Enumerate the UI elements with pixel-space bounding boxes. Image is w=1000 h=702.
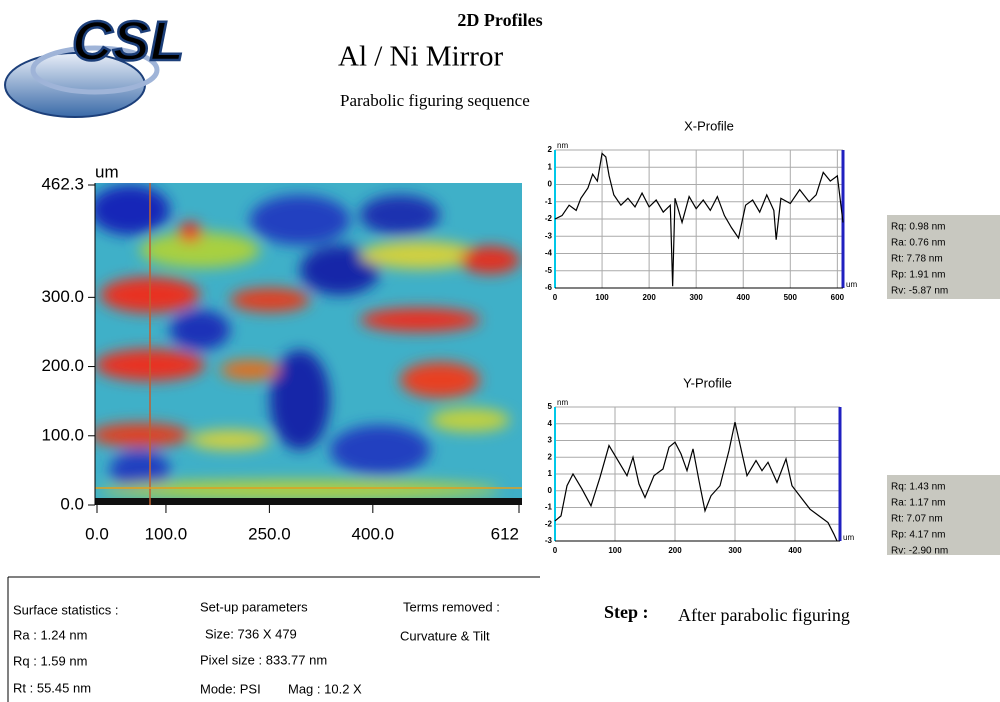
- chart-title: Y-Profile: [683, 375, 732, 390]
- stat: Rq : 1.59 nm: [13, 653, 87, 668]
- y-tick-label: 2: [548, 452, 553, 461]
- stats-box: [887, 475, 1000, 555]
- y-tick-label: 0: [548, 486, 553, 495]
- section-title: 2D Profiles: [457, 10, 542, 30]
- y-tick-label: 4: [548, 419, 553, 428]
- y-tick-label: 200.0: [41, 356, 84, 375]
- profile-stat: Ra: 1.17 nm: [891, 498, 945, 509]
- x-unit: um: [843, 533, 854, 542]
- x-tick-label: 400.0: [352, 524, 395, 543]
- y-tick-label: -2: [545, 519, 553, 528]
- profile-stat: Rq: 1.43 nm: [891, 482, 945, 493]
- y-unit: nm: [557, 398, 568, 407]
- y-tick-label: -5: [545, 266, 553, 275]
- profile-stat: Rp: 4.17 nm: [891, 530, 945, 541]
- surface-map: [95, 183, 522, 505]
- y-tick-label: -3: [545, 536, 553, 545]
- y-tick-label: -1: [545, 503, 553, 512]
- x-tick-label: 0: [553, 293, 558, 302]
- y-tick-label: -2: [545, 214, 553, 223]
- profile-stat: Ra: 0.76 nm: [891, 238, 945, 249]
- y-tick-label: -6: [545, 283, 553, 292]
- y-unit: nm: [557, 141, 568, 150]
- step-label: Step :: [604, 602, 649, 622]
- terms-value: Curvature & Tilt: [400, 628, 490, 643]
- stats-title: Surface statistics :: [13, 602, 118, 617]
- profile-stat: Rv: -2.90 nm: [891, 546, 948, 557]
- profile-line: [554, 152, 844, 287]
- logo-text: CSL: [72, 9, 184, 72]
- x-unit: um: [846, 280, 857, 289]
- x-tick-label: 400: [788, 546, 802, 555]
- y-tick-label: 0.0: [60, 494, 84, 513]
- setup-mag: Mag : 10.2 X: [288, 681, 362, 696]
- profile-stat: Rv: -5.87 nm: [891, 286, 948, 297]
- x-tick-label: 200: [642, 293, 656, 302]
- setup-mode: Mode: PSI: [200, 681, 261, 696]
- y-tick-label: -3: [545, 231, 553, 240]
- page-title: Al / Ni Mirror: [338, 41, 503, 73]
- stat: Ra : 1.24 nm: [13, 627, 87, 642]
- x-tick-label: 100: [608, 546, 622, 555]
- y-tick-label: 100.0: [41, 425, 84, 444]
- x-tick-label: 600: [831, 293, 845, 302]
- chart-title: X-Profile: [684, 118, 734, 133]
- y-tick-label: 300.0: [41, 287, 84, 306]
- y-tick-label: 1: [548, 162, 553, 171]
- x-tick-label: 200: [668, 546, 682, 555]
- x-tick-label: 400: [737, 293, 751, 302]
- profile-stat: Rt: 7.07 nm: [891, 514, 943, 525]
- setup-title: Set-up parameters: [200, 599, 308, 614]
- y-tick-label: 5: [548, 402, 553, 411]
- y-tick-label: 3: [548, 436, 553, 445]
- y-unit: um: [95, 162, 119, 181]
- x-tick-label: 100: [595, 293, 609, 302]
- setup-size: Size: 736 X 479: [205, 626, 297, 641]
- y-tick-label: -4: [545, 249, 553, 258]
- x-tick-label: 300: [728, 546, 742, 555]
- profile-stat: Rt: 7.78 nm: [891, 254, 943, 265]
- x-tick-label: 100.0: [145, 524, 188, 543]
- profile-line: [554, 421, 838, 542]
- x-tick-label: 612: [491, 524, 519, 543]
- profile-stat: Rq: 0.98 nm: [891, 222, 945, 233]
- y-tick-label: 0: [548, 180, 553, 189]
- logo: CSL: [4, 8, 185, 118]
- setup-pixel: Pixel size : 833.77 nm: [200, 652, 327, 667]
- y-tick-label: 2: [548, 145, 553, 154]
- y-tick-label: -1: [545, 197, 553, 206]
- x-tick-label: 0.0: [85, 524, 109, 543]
- x-tick-label: 0: [553, 546, 558, 555]
- stats-box: [887, 215, 1000, 299]
- x-tick-label: 500: [784, 293, 798, 302]
- terms-title: Terms removed :: [403, 599, 500, 614]
- profile-stat: Rp: 1.91 nm: [891, 270, 945, 281]
- x-tick-label: 250.0: [248, 524, 291, 543]
- step-value: After parabolic figuring: [678, 605, 850, 625]
- stat: Rt : 55.45 nm: [13, 680, 91, 695]
- y-tick-label: 1: [548, 469, 553, 478]
- x-tick-label: 300: [689, 293, 703, 302]
- subtitle: Parabolic figuring sequence: [340, 91, 530, 110]
- y-tick-label: 462.3: [41, 174, 84, 193]
